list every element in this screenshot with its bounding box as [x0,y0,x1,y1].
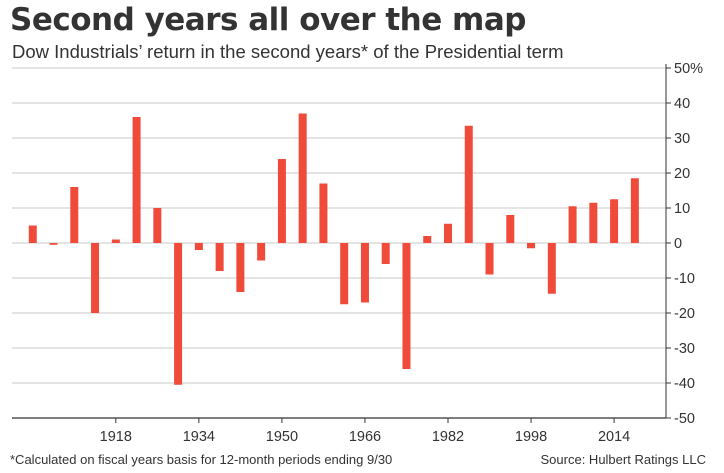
axes [12,64,671,423]
bar-1970 [381,243,390,264]
bar-1910 [70,187,79,243]
bar-1954 [298,113,307,243]
bar-1934 [194,243,203,250]
bar-1926 [153,208,162,243]
bar-1922 [132,117,141,243]
x-tick-label: 1982 [432,429,464,445]
bar-1986 [464,125,473,243]
bar-1994 [506,215,515,243]
y-tick-label: -40 [674,376,695,392]
source-credit: Source: Hulbert Ratings LLC [540,452,706,467]
bar-2010 [589,202,598,243]
bar-2018 [630,178,639,243]
bar-2002 [547,243,556,294]
bar-1942 [236,243,245,292]
x-tick-label: 1966 [349,429,381,445]
x-tick-label: 1998 [515,429,547,445]
bar-1914 [91,243,100,313]
x-tick-label: 1950 [266,429,298,445]
y-tick-labels: 50% 40 30 20 10 0 -10 -20 -30 -40 -50 [674,61,703,427]
y-tick-label: 30 [674,131,690,147]
bar-1978 [423,236,432,243]
x-tick-label: 1934 [183,429,215,445]
bar-1982 [444,223,452,243]
x-tick-label: 1918 [100,429,132,445]
bar-1906 [49,243,58,245]
y-tick-label: -30 [674,341,695,357]
y-tick-label: 40 [674,96,690,112]
bar-1958 [319,183,328,243]
bars [28,113,639,385]
chart-title: Second years all over the map [10,2,526,38]
gridlines [12,67,666,384]
bar-2014 [610,199,619,243]
bar-1974 [402,243,411,369]
y-tick-label: -20 [674,306,695,322]
x-tick-label: 2014 [598,429,630,445]
bar-1918 [111,239,120,243]
bar-1902 [28,225,37,243]
y-tick-label: 10 [674,201,690,217]
chart-subtitle: Dow Industrials’ return in the second ye… [12,41,564,62]
bar-2006 [568,206,577,243]
bar-1998 [527,243,536,249]
x-tick-labels: 1918 1934 1950 1966 1982 1998 2014 [100,429,631,445]
bar-1990 [485,243,494,275]
y-tick-label: -10 [674,271,695,287]
y-tick-label: 20 [674,166,690,182]
y-tick-label: 0 [674,236,682,252]
bar-1966 [360,243,369,303]
bar-1950 [277,159,286,243]
bar-1938 [215,243,224,271]
bar-1930 [174,243,183,385]
bar-1962 [340,243,349,305]
bar-1946 [257,243,266,261]
footnote: *Calculated on fiscal years basis for 12… [10,452,393,467]
y-tick-label: 50% [674,61,703,77]
y-tick-label: -50 [674,411,695,427]
